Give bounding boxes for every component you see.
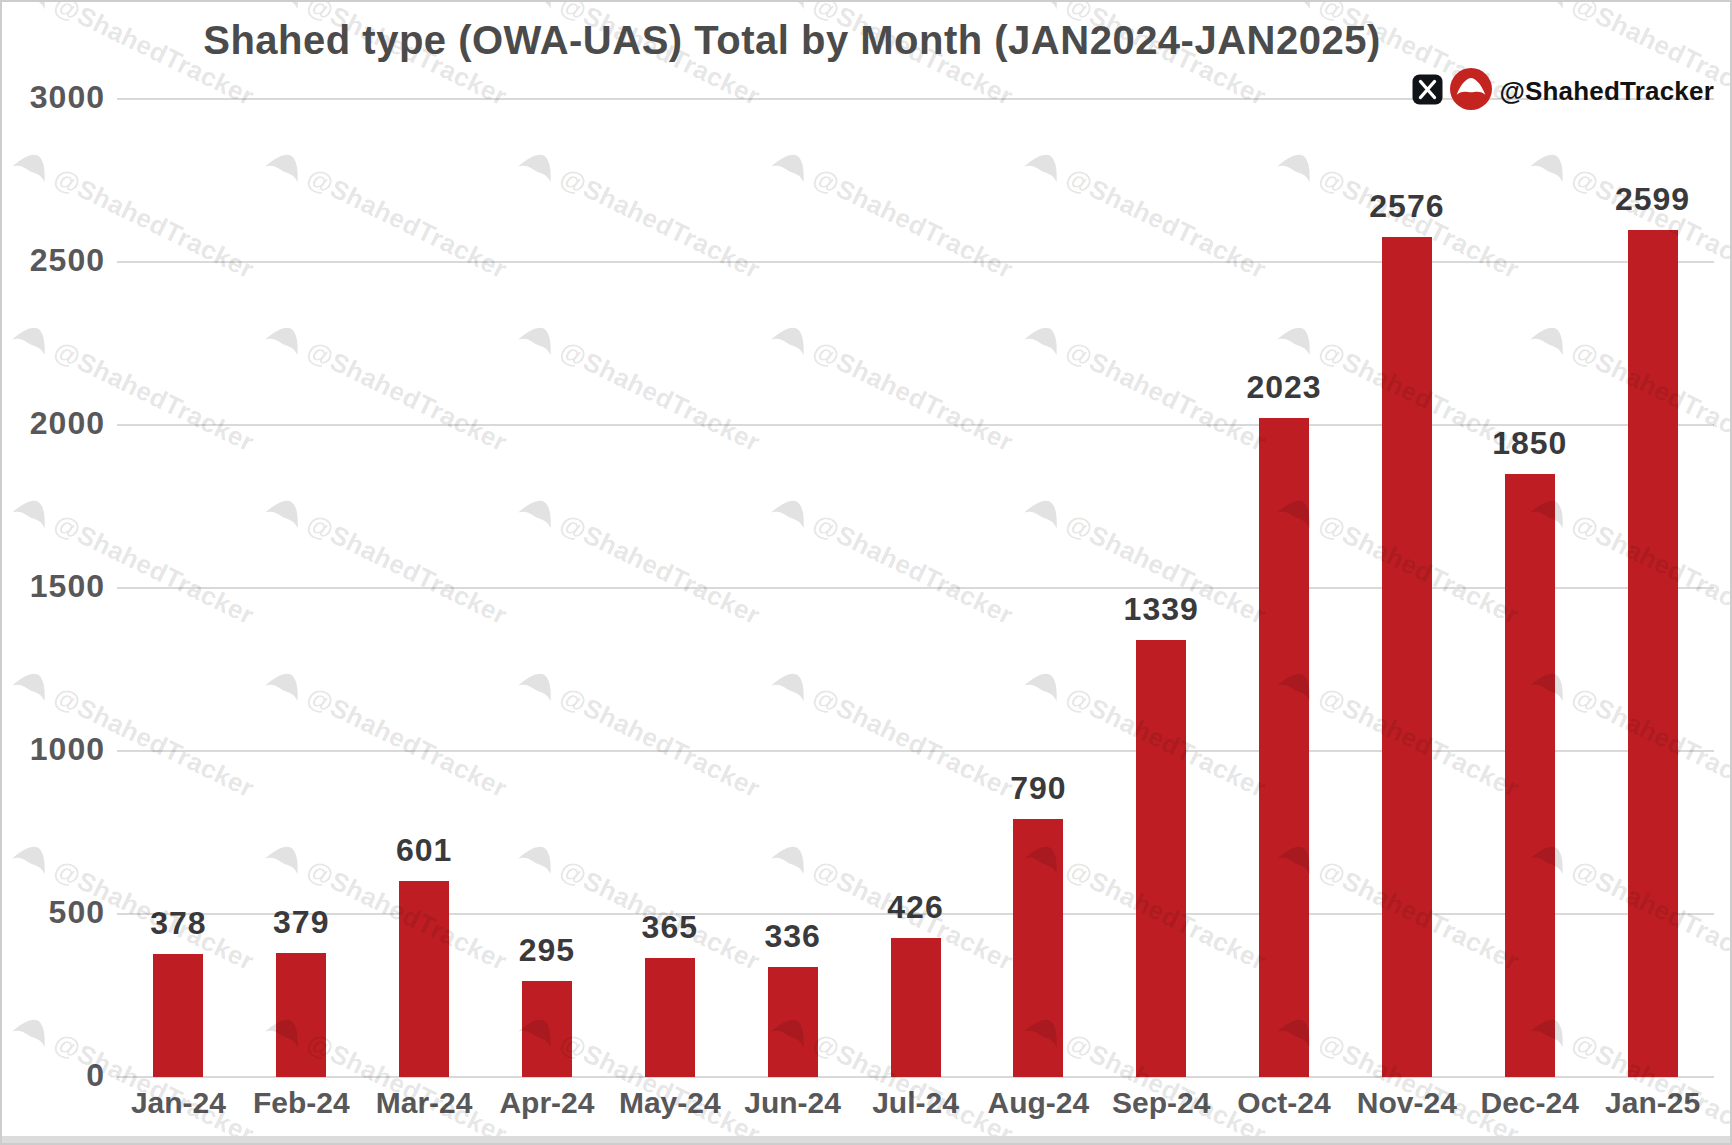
bar-Aug-24 (1013, 819, 1063, 1077)
bar-May-24 (645, 958, 695, 1077)
value-label-Jan-25: 2599 (1568, 181, 1732, 218)
value-label-Oct-24: 2023 (1199, 369, 1369, 406)
bar-Feb-24 (276, 953, 326, 1077)
value-label-Sep-24: 1339 (1076, 591, 1246, 628)
value-label-Feb-24: 379 (216, 904, 386, 941)
x-axis-tick-label-Jan-25: Jan-25 (1568, 1086, 1732, 1120)
bar-Nov-24 (1382, 237, 1432, 1077)
value-label-Dec-24: 1850 (1445, 425, 1615, 462)
value-label-Mar-24: 601 (339, 832, 509, 869)
bottom-divider (2, 1136, 1730, 1143)
bar-Jan-24 (153, 954, 203, 1077)
credit-badge: @ShahedTracker (1412, 68, 1714, 114)
bar-Apr-24 (522, 981, 572, 1077)
chart-frame: @ShahedTracker@ShahedTracker@ShahedTrack… (0, 0, 1732, 1145)
x-logo-icon (1412, 74, 1443, 109)
bar-Jan-25 (1628, 230, 1678, 1077)
value-label-Jul-24: 426 (831, 889, 1001, 926)
bar-Jul-24 (891, 938, 941, 1077)
chart-title: Shahed type (OWA-UAS) Total by Month (JA… (107, 18, 1477, 63)
bar-chart: 378Jan-24379Feb-24601Mar-24295Apr-24365M… (2, 2, 1730, 1143)
value-label-Nov-24: 2576 (1322, 188, 1492, 225)
bar-Mar-24 (399, 881, 449, 1077)
bar-Jun-24 (768, 967, 818, 1077)
shahedtracker-drone-logo-icon (1450, 68, 1492, 114)
bar-Dec-24 (1505, 474, 1555, 1077)
bar-Sep-24 (1136, 640, 1186, 1077)
credit-handle: @ShahedTracker (1499, 76, 1714, 107)
value-label-Aug-24: 790 (953, 770, 1123, 807)
bar-Oct-24 (1259, 418, 1309, 1077)
